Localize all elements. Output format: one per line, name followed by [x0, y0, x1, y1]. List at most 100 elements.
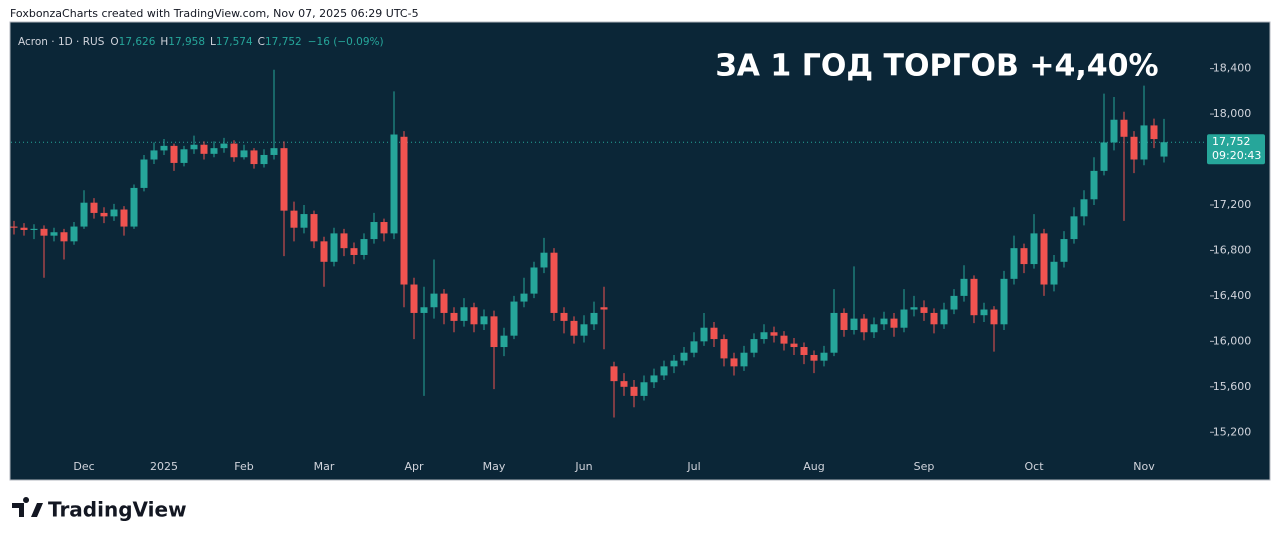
- candle-body: [750, 339, 758, 353]
- candle-body: [690, 341, 698, 353]
- candle-body: [370, 222, 378, 240]
- candle-body: [440, 293, 448, 313]
- candle-body: [710, 327, 718, 340]
- candle-body: [1000, 278, 1008, 325]
- chart-panel: [9, 21, 1271, 481]
- candle-body: [810, 354, 818, 361]
- candle-body: [1150, 125, 1158, 140]
- annotation: ЗА 1 ГОД ТОРГОВ +4,40%: [715, 49, 1158, 84]
- candle-body: [50, 232, 58, 236]
- candle-body: [220, 143, 228, 149]
- candle-body: [1060, 239, 1068, 262]
- x-tick-label: May: [483, 460, 506, 473]
- candle-body: [470, 307, 478, 325]
- candle-body: [90, 202, 98, 213]
- candle-body: [670, 360, 678, 367]
- candle-body: [390, 134, 398, 234]
- candle-body: [250, 150, 258, 165]
- candle-body: [770, 332, 778, 336]
- candle-body: [740, 352, 748, 367]
- candle-body: [610, 366, 618, 382]
- plot: 15,20015,60016,00016,40016,80017,20017,6…: [10, 62, 1265, 473]
- x-tick-label: Mar: [314, 460, 335, 473]
- candle-body: [590, 312, 598, 325]
- candle-body: [1140, 125, 1148, 160]
- candle-body: [640, 382, 648, 396]
- candle-body: [170, 145, 178, 163]
- ohlc-key: O: [110, 36, 118, 48]
- candle-body: [1100, 142, 1108, 171]
- last-price-tag: [1207, 134, 1265, 165]
- candle-body: [430, 293, 438, 308]
- candle-body: [1090, 170, 1098, 200]
- candle-body: [1020, 248, 1028, 265]
- candle-body: [930, 312, 938, 325]
- candle-body: [560, 312, 568, 321]
- candle-body: [180, 149, 188, 163]
- candle-body: [840, 312, 848, 330]
- symbol: Acron · 1D · RUS: [18, 36, 105, 48]
- candle-body: [1080, 199, 1088, 217]
- candle-body: [60, 232, 68, 242]
- candle-body: [360, 239, 368, 255]
- candle-body: [920, 307, 928, 313]
- x-tick-label: Nov: [1133, 460, 1155, 473]
- candle-body: [730, 358, 738, 367]
- x-tick-label: Feb: [234, 460, 253, 473]
- y-tick-label: 16,400: [1213, 289, 1252, 302]
- candle-body: [210, 148, 218, 154]
- candle-body: [800, 347, 808, 355]
- candle-body: [880, 318, 888, 325]
- x-tick-label: Dec: [73, 460, 94, 473]
- ohlc-value: 17,958: [168, 36, 205, 48]
- candle-body: [400, 136, 408, 285]
- candle-body: [420, 307, 428, 313]
- candle-body: [230, 143, 238, 158]
- candle-body: [540, 252, 548, 268]
- candle-body: [820, 352, 828, 361]
- candle-body: [890, 318, 898, 328]
- candle-body: [910, 307, 918, 310]
- candle-body: [1130, 136, 1138, 160]
- candle-body: [410, 284, 418, 313]
- candle-body: [660, 366, 668, 376]
- candle-body: [190, 144, 198, 150]
- candle-body: [1010, 248, 1018, 279]
- candle-body: [100, 212, 108, 217]
- ohlc-key: L: [210, 36, 216, 48]
- candle-body: [480, 316, 488, 325]
- candle-body: [150, 150, 158, 160]
- brand-logo: TradingView: [12, 497, 187, 522]
- candle-body: [450, 312, 458, 321]
- candle-body: [320, 241, 328, 262]
- x-tick-label: Apr: [404, 460, 424, 473]
- y-tick-label: 18,000: [1213, 107, 1252, 120]
- candle-body: [580, 324, 588, 336]
- candle-body: [950, 295, 958, 310]
- x-tick-label: Jun: [574, 460, 592, 473]
- x-tick-label: Sep: [914, 460, 935, 473]
- candle-body: [290, 210, 298, 228]
- candle-body: [1070, 216, 1078, 240]
- legend-line: Acron · 1D · RUS O17,626 H17,958 L17,574 C17…: [18, 36, 384, 48]
- candle-body: [40, 228, 48, 236]
- candle-body: [860, 318, 868, 333]
- candle-body: [680, 352, 688, 361]
- candle-body: [310, 214, 318, 242]
- candle-body: [940, 309, 948, 325]
- candle-body: [200, 144, 208, 154]
- candle-body: [790, 343, 798, 348]
- candle-body: [960, 278, 968, 296]
- candle-body: [650, 375, 658, 383]
- candle-body: [600, 307, 608, 310]
- candle-body: [870, 324, 878, 333]
- candle-body: [510, 301, 518, 336]
- candle-body: [500, 335, 508, 348]
- ohlc-key: H: [160, 36, 168, 48]
- candle-body: [270, 148, 278, 155]
- candle-body: [140, 159, 148, 188]
- attribution: FoxbonzaCharts created with TradingView.…: [10, 7, 419, 20]
- candle-body: [460, 307, 468, 321]
